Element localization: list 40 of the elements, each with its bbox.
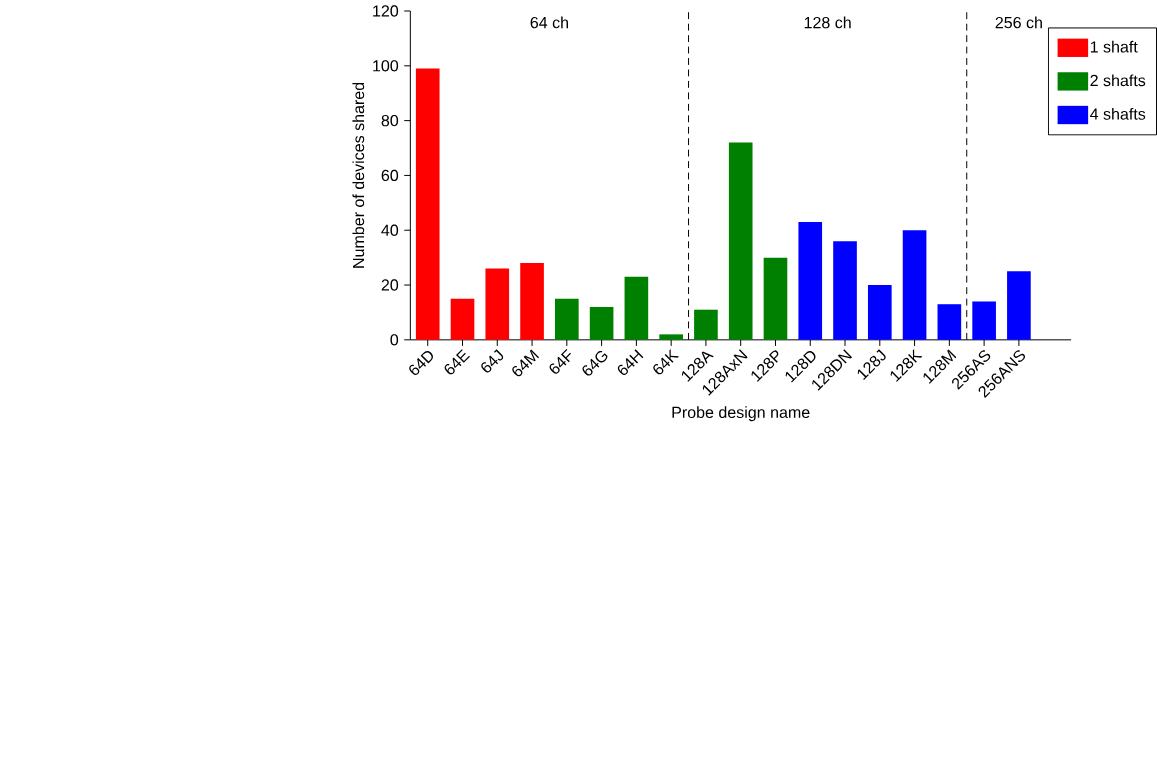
x-tick-label: 64J [481,349,504,373]
bar [728,142,753,341]
bar [450,298,475,341]
y-tick-label: 120 [373,5,399,17]
bar [555,298,579,341]
bar [902,230,927,341]
bar [763,257,788,341]
bar [798,222,823,341]
bar [659,334,683,341]
x-tick-label: 64D [409,351,433,376]
bar [415,68,440,341]
y-tick-label: 20 [381,279,399,291]
x-tick-label: 64K [653,349,679,375]
x-tick-label: 64H [617,349,644,376]
legend-label: 2 shafts [1090,74,1146,87]
y-tick-label: 80 [381,115,399,127]
annotation: 256 ch [995,16,1042,29]
bar [589,307,614,341]
annotation: 64 ch [530,16,568,29]
y-tick-label: 40 [381,224,399,237]
bar [972,301,996,341]
bar [520,263,544,341]
bar [1007,271,1031,341]
x-axis-title: Probe design name [672,406,810,422]
y-tick-label: 60 [381,169,399,182]
y-axis-title: Number of devices shared [352,83,365,268]
legend-label: 1 shaft [1090,41,1138,53]
legend-label: 4 shafts [1090,108,1146,120]
x-tick-label: 64G [582,351,608,376]
x-tick-label: 64E [444,349,470,375]
bar [833,241,857,341]
annotation: 128 ch [804,16,851,29]
y-tick-label: 100 [373,60,399,72]
y-tick-label: 0 [390,334,399,346]
bar [937,304,962,341]
bar [485,268,510,341]
bar [624,277,649,341]
x-tick-label: 64F [549,349,571,374]
bar [694,309,718,341]
bar [867,285,892,341]
